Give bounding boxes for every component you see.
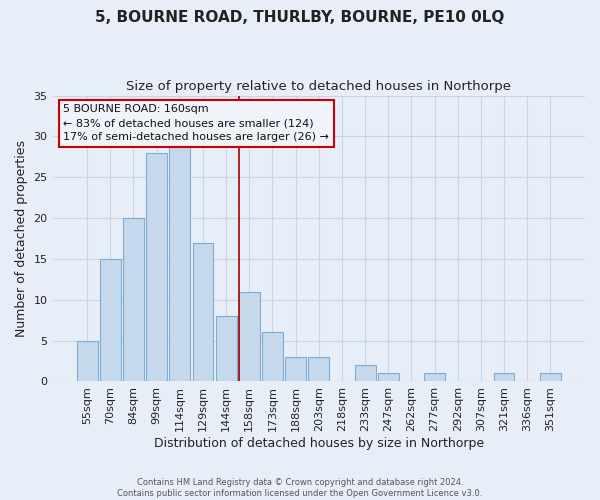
Text: 5, BOURNE ROAD, THURLBY, BOURNE, PE10 0LQ: 5, BOURNE ROAD, THURLBY, BOURNE, PE10 0L… <box>95 10 505 25</box>
Bar <box>285 357 306 382</box>
Bar <box>123 218 144 382</box>
Bar <box>424 374 445 382</box>
Bar <box>355 365 376 382</box>
Bar <box>540 374 561 382</box>
Bar <box>262 332 283 382</box>
Bar <box>216 316 236 382</box>
Bar <box>193 242 214 382</box>
Y-axis label: Number of detached properties: Number of detached properties <box>15 140 28 337</box>
Bar <box>378 374 398 382</box>
Text: 5 BOURNE ROAD: 160sqm
← 83% of detached houses are smaller (124)
17% of semi-det: 5 BOURNE ROAD: 160sqm ← 83% of detached … <box>63 104 329 142</box>
Bar <box>239 292 260 382</box>
Bar <box>169 144 190 382</box>
Text: Contains HM Land Registry data © Crown copyright and database right 2024.
Contai: Contains HM Land Registry data © Crown c… <box>118 478 482 498</box>
Bar <box>100 259 121 382</box>
Bar <box>494 374 514 382</box>
Bar <box>146 152 167 382</box>
X-axis label: Distribution of detached houses by size in Northorpe: Distribution of detached houses by size … <box>154 437 484 450</box>
Bar <box>308 357 329 382</box>
Bar <box>77 340 98 382</box>
Title: Size of property relative to detached houses in Northorpe: Size of property relative to detached ho… <box>126 80 511 93</box>
